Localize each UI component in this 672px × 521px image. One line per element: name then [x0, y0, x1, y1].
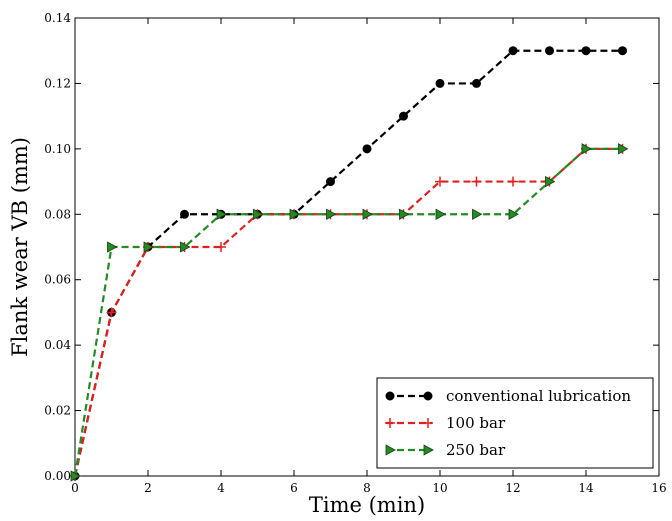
data-point: [581, 46, 591, 56]
data-point: [399, 111, 408, 121]
data-point: [289, 208, 300, 220]
data-point: [472, 78, 481, 88]
x-tick-label: 4: [217, 481, 225, 495]
x-axis-label: Time (min): [309, 493, 425, 517]
y-tick-label: 0.08: [44, 207, 71, 221]
data-point: [471, 176, 482, 187]
x-tick-label: 14: [578, 481, 594, 495]
data-point: [180, 241, 191, 253]
legend-label: conventional lubrication: [446, 387, 631, 405]
data-point: [508, 176, 518, 187]
data-point: [253, 208, 264, 220]
y-tick-label: 0.02: [44, 404, 71, 418]
legend-marker: [423, 418, 433, 428]
data-point: [70, 470, 81, 482]
data-point: [618, 46, 627, 56]
axis-ticks: 0 2 4 6 8 10 12 14 16 0.00 0.02 0.04 0.06 0.08 0.10 0.1…: [44, 11, 666, 495]
x-tick-label: 6: [290, 481, 298, 495]
y-tick-label: 0.12: [44, 76, 71, 90]
legend-marker: [385, 391, 395, 401]
data-series: [70, 46, 629, 482]
legend-entry: 250 bar: [385, 441, 506, 459]
data-point: [618, 143, 629, 155]
x-tick-label: 10: [432, 481, 447, 495]
series-3: [70, 143, 629, 482]
legend-marker: [423, 391, 433, 401]
x-tick-label: 16: [651, 481, 666, 495]
data-point: [435, 176, 445, 187]
legend-marker: [385, 444, 396, 456]
data-point: [216, 208, 227, 220]
y-tick-label: 0.04: [44, 338, 71, 352]
series-line: [73, 147, 623, 477]
data-point: [435, 208, 446, 220]
y-tick-label: 0.14: [44, 11, 71, 25]
data-point: [326, 177, 335, 187]
data-point: [362, 208, 373, 220]
data-point: [143, 241, 154, 253]
x-tick-label: 2: [144, 481, 152, 495]
data-point: [180, 209, 189, 219]
legend-entry: conventional lubrication: [385, 387, 631, 405]
data-point: [107, 241, 118, 253]
x-tick-label: 8: [363, 481, 371, 495]
data-point: [216, 242, 226, 252]
x-tick-label: 12: [505, 481, 520, 495]
data-point: [472, 208, 483, 220]
legend-marker: [385, 418, 395, 428]
data-point: [545, 175, 556, 188]
legend-label: 100 bar: [446, 414, 506, 432]
legend: conventional lubrication 100 bar 250 bar: [376, 377, 654, 469]
data-point: [326, 208, 337, 220]
x-tick-label: 0: [71, 481, 79, 495]
data-point: [508, 208, 519, 220]
data-point: [545, 46, 554, 56]
legend-label: 250 bar: [446, 441, 506, 459]
data-point: [399, 208, 410, 220]
data-point: [581, 143, 592, 155]
data-point: [106, 307, 117, 318]
y-tick-label: 0.06: [44, 273, 71, 287]
y-tick-label: 0.10: [44, 142, 71, 156]
legend-entry: 100 bar: [385, 414, 506, 432]
series-line: [73, 49, 623, 477]
legend-marker: [423, 444, 434, 456]
y-tick-label: 0.00: [44, 469, 71, 483]
data-point: [362, 144, 372, 154]
data-point: [435, 78, 445, 88]
series-line: [73, 147, 623, 477]
data-point: [508, 46, 518, 56]
y-axis-label: Flank wear VB (mm): [8, 137, 32, 357]
